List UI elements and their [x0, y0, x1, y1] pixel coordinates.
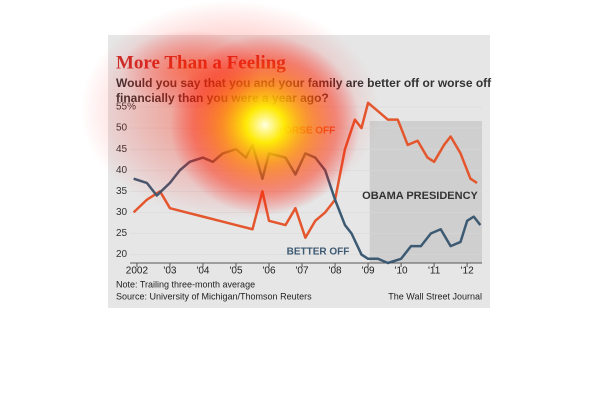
y-tick-label: 40	[116, 165, 128, 176]
plot: OBAMA PRESIDENCY2025303540455055%2002'03…	[116, 101, 482, 277]
y-tick-label: 50	[116, 123, 128, 134]
y-tick-label: 30	[116, 207, 128, 218]
x-tick-label: '06	[262, 266, 275, 277]
chart-title: More Than a Feeling	[116, 52, 286, 73]
subtitle: financially than you were a year ago?	[116, 91, 329, 105]
x-tick-label: '10	[395, 266, 408, 277]
x-tick-label: '08	[329, 266, 342, 277]
x-tick-label: '09	[362, 266, 375, 277]
series-label: BETTER OFF	[287, 247, 350, 258]
x-tick-label: '03	[163, 266, 176, 277]
series-label: WORSE OFF	[275, 126, 336, 137]
y-tick-label: 35	[116, 186, 128, 197]
note: Note: Trailing three-month average	[116, 279, 255, 289]
y-tick-label: 25	[116, 228, 128, 239]
source: Source: University of Michigan/Thomson R…	[116, 291, 312, 301]
x-tick-label: '07	[296, 266, 309, 277]
credit: The Wall Street Journal	[388, 291, 482, 301]
y-tick-label: 45	[116, 144, 128, 155]
x-tick-label: 2002	[126, 266, 149, 277]
x-tick-label: '12	[461, 266, 474, 277]
region-label: OBAMA PRESIDENCY	[362, 190, 478, 202]
x-tick-label: '05	[229, 266, 242, 277]
x-tick-label: '11	[428, 266, 441, 277]
subtitle: Would you say that you and your family a…	[116, 76, 492, 90]
y-tick-label: 20	[116, 249, 128, 260]
x-tick-label: '04	[196, 266, 209, 277]
